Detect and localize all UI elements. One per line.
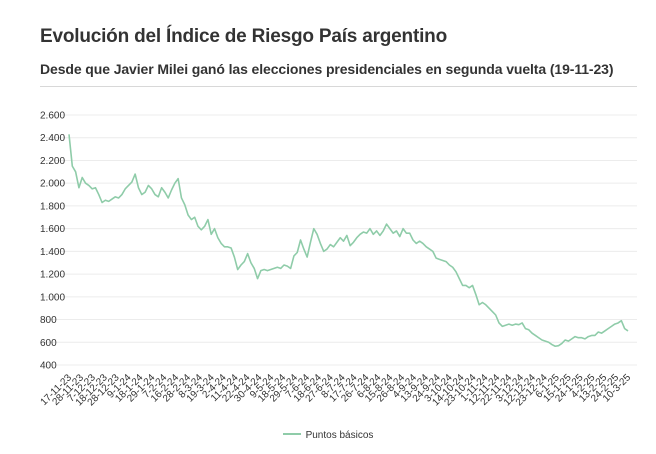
- y-tick-label: 2.200: [40, 156, 65, 167]
- y-tick-label: 400: [40, 361, 57, 372]
- series-line[interactable]: [68, 134, 629, 348]
- legend-label: Puntos básicos: [305, 430, 374, 441]
- chart-subtitle: Desde que Javier Milei ganó las eleccion…: [40, 61, 614, 77]
- legend-swatch: [282, 433, 301, 436]
- y-tick-label: 1.600: [40, 224, 65, 235]
- chart-title: Evolución del Índice de Riesgo País arge…: [40, 26, 447, 47]
- y-tick-label: 800: [40, 315, 57, 326]
- x-axis-ticks: 17-11-2328-11-237-12-2318-12-2328-12-239…: [39, 372, 634, 408]
- y-tick-label: 2.400: [40, 133, 65, 144]
- y-tick-label: 1.400: [40, 247, 65, 258]
- line-chart: 400 600 800 1.000 1.200 1.400 1.600 1.800 2.000 2…: [39, 111, 637, 408]
- y-tick-label: 2.000: [40, 179, 65, 190]
- series-layer: [68, 134, 629, 348]
- header-divider: [40, 86, 637, 87]
- legend[interactable]: Puntos básicos: [0, 430, 656, 441]
- y-tick-label: 2.600: [40, 111, 65, 122]
- y-tick-label: 1.200: [40, 270, 65, 281]
- y-tick-label: 600: [40, 338, 57, 349]
- y-axis-ticks: 400 600 800 1.000 1.200 1.400 1.600 1.800 2.000 2…: [40, 111, 65, 372]
- grid-lines: [40, 114, 637, 366]
- y-tick-label: 1.000: [40, 292, 65, 303]
- y-tick-label: 1.800: [40, 201, 65, 212]
